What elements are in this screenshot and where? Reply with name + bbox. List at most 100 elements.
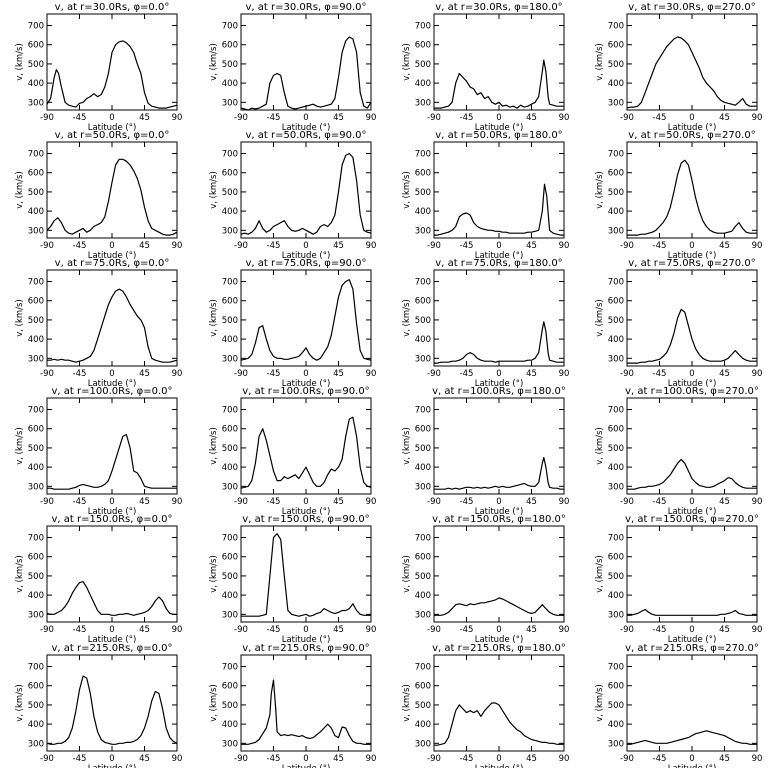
chart-6-ytick-label-4: 700 (222, 150, 238, 160)
chart-2-xtick-label-2: 0 (303, 113, 308, 123)
chart-24: v, at r=215.0Rs, φ=270.0° -90 -45 0 45 90 300 4… (595, 643, 762, 768)
chart-7-ytick-label-3: 600 (415, 169, 431, 179)
chart-13-xlabel: Latitude (°) (88, 507, 137, 517)
chart-21-ytick-label-1: 400 (28, 720, 44, 730)
chart-4-ytick-label-2: 500 (608, 60, 624, 70)
chart-20: v, at r=150.0Rs, φ=270.0° -90 -45 0 45 90 300 4… (595, 514, 762, 645)
chart-3-xtick-label-0: -90 (427, 113, 441, 123)
chart-6-line (240, 152, 372, 235)
chart-8-xtick-label-4: 90 (752, 241, 763, 251)
chart-20-xtick-label-1: -45 (653, 625, 667, 635)
chart-5-frame (46, 141, 178, 239)
chart-8-xtick-label-2: 0 (689, 241, 694, 251)
chart-3-xtick-label-4: 90 (559, 113, 570, 123)
chart-7-xtick-label-0: -90 (427, 241, 441, 251)
chart-6-ytick-label-2: 500 (222, 188, 238, 198)
chart-12-xlabel: Latitude (°) (668, 379, 717, 389)
chart-23-xlabel: Latitude (°) (475, 764, 524, 768)
chart-11-xtick-label-2: 0 (496, 369, 501, 379)
chart-5: v, at r=50.0Rs, φ=0.0° -90 -45 0 45 90 300 400 5… (15, 130, 182, 261)
chart-13-title: v, at r=100.0Rs, φ=0.0° (51, 386, 172, 397)
chart-5-xtick-label-1: -45 (73, 241, 87, 251)
chart-1-ytick-label-1: 400 (28, 79, 44, 89)
chart-16-ytick-label-3: 600 (608, 425, 624, 435)
chart-18-xtick-label-4: 90 (366, 625, 377, 635)
chart-1-line (46, 40, 178, 109)
chart-7-title: v, at r=50.0Rs, φ=180.0° (435, 130, 562, 141)
chart-11-ytick-label-3: 600 (415, 297, 431, 307)
chart-2-ytick-label-2: 500 (222, 60, 238, 70)
chart-13-line (47, 433, 177, 490)
chart-8-xtick-label-3: 45 (719, 241, 730, 251)
chart-18-xtick-label-0: -90 (234, 625, 248, 635)
chart-14-ytick-label-4: 700 (222, 406, 238, 416)
chart-17-ytick-label-2: 500 (28, 572, 44, 582)
chart-20-xtick-label-0: -90 (620, 625, 634, 635)
chart-4-xtick-label-1: -45 (653, 113, 667, 123)
chart-23-ytick-label-3: 600 (415, 682, 431, 692)
chart-19-ytick-label-3: 600 (415, 553, 431, 563)
chart-22-xtick-label-0: -90 (234, 754, 248, 764)
chart-23-ytick-label-2: 500 (415, 701, 431, 711)
chart-21-frame (46, 654, 178, 752)
chart-1: v, at r=30.0Rs, φ=0.0° -90 -45 0 45 90 300 400 5… (15, 2, 182, 133)
chart-4-title: v, at r=30.0Rs, φ=270.0° (628, 2, 755, 13)
chart-13-ytick-label-3: 600 (28, 425, 44, 435)
chart-22-xtick-label-2: 0 (303, 754, 308, 764)
chart-19-xtick-label-2: 0 (496, 625, 501, 635)
chart-5-ytick-label-2: 500 (28, 188, 44, 198)
chart-16: v, at r=100.0Rs, φ=270.0° -90 -45 0 45 90 300 4… (595, 386, 762, 517)
chart-19-ytick-label-2: 500 (415, 572, 431, 582)
chart-24-frame (626, 654, 758, 752)
chart-12-ytick-label-2: 500 (608, 316, 624, 326)
chart-12-line (627, 308, 757, 364)
chart-6: v, at r=50.0Rs, φ=90.0° -90 -45 0 45 90 300 400… (209, 130, 376, 261)
chart-5-xlabel: Latitude (°) (88, 251, 137, 261)
chart-24-title: v, at r=215.0Rs, φ=270.0° (625, 643, 759, 654)
chart-7-ytick-label-4: 700 (415, 150, 431, 160)
chart-21-xtick-label-0: -90 (40, 754, 54, 764)
chart-19-ytick-label-1: 400 (415, 591, 431, 601)
chart-18-ytick-label-4: 700 (222, 534, 238, 544)
chart-4-ytick-label-1: 400 (608, 79, 624, 89)
chart-20-ylabel: v, (km/s) (595, 555, 605, 593)
chart-19-xtick-label-0: -90 (427, 625, 441, 635)
chart-2-xlabel: Latitude (°) (282, 123, 331, 133)
chart-7-xtick-label-3: 45 (526, 241, 537, 251)
chart-20-title: v, at r=150.0Rs, φ=270.0° (625, 514, 759, 525)
chart-10-xtick-label-4: 90 (366, 369, 377, 379)
chart-20-xtick-label-3: 45 (719, 625, 730, 635)
chart-22-ytick-label-2: 500 (222, 701, 238, 711)
chart-24-xtick-label-1: -45 (653, 754, 667, 764)
chart-22-title: v, at r=215.0Rs, φ=90.0° (242, 643, 369, 654)
chart-22-xtick-label-4: 90 (366, 754, 377, 764)
chart-19-ytick-label-0: 300 (415, 610, 431, 620)
chart-10-ytick-label-2: 500 (222, 316, 238, 326)
chart-13-ytick-label-2: 500 (28, 444, 44, 454)
chart-14-frame (240, 397, 372, 495)
chart-5-xtick-label-2: 0 (109, 241, 114, 251)
chart-13-xtick-label-1: -45 (73, 497, 87, 507)
chart-24-ytick-label-0: 300 (608, 739, 624, 749)
chart-15-xtick-label-0: -90 (427, 497, 441, 507)
chart-15-ytick-label-3: 600 (415, 425, 431, 435)
chart-9-ytick-label-3: 600 (28, 297, 44, 307)
chart-15-xtick-label-1: -45 (460, 497, 474, 507)
chart-18-xtick-label-1: -45 (267, 625, 281, 635)
chart-14-ytick-label-3: 600 (222, 425, 238, 435)
chart-4-xlabel: Latitude (°) (668, 123, 717, 133)
chart-14-ytick-label-1: 400 (222, 463, 238, 473)
chart-23-ytick-label-4: 700 (415, 663, 431, 673)
chart-18-ytick-label-1: 400 (222, 591, 238, 601)
chart-14-xtick-label-1: -45 (267, 497, 281, 507)
chart-17-xlabel: Latitude (°) (88, 635, 137, 645)
chart-23-line (434, 702, 564, 746)
chart-14-xtick-label-2: 0 (303, 497, 308, 507)
chart-16-title: v, at r=100.0Rs, φ=270.0° (625, 386, 759, 397)
chart-23-xtick-label-4: 90 (559, 754, 570, 764)
chart-14-ytick-label-0: 300 (222, 482, 238, 492)
chart-4-ytick-label-3: 600 (608, 41, 624, 51)
chart-20-frame (626, 525, 758, 623)
chart-1-ylabel: v, (km/s) (15, 43, 25, 81)
chart-11-ytick-label-1: 400 (415, 335, 431, 345)
